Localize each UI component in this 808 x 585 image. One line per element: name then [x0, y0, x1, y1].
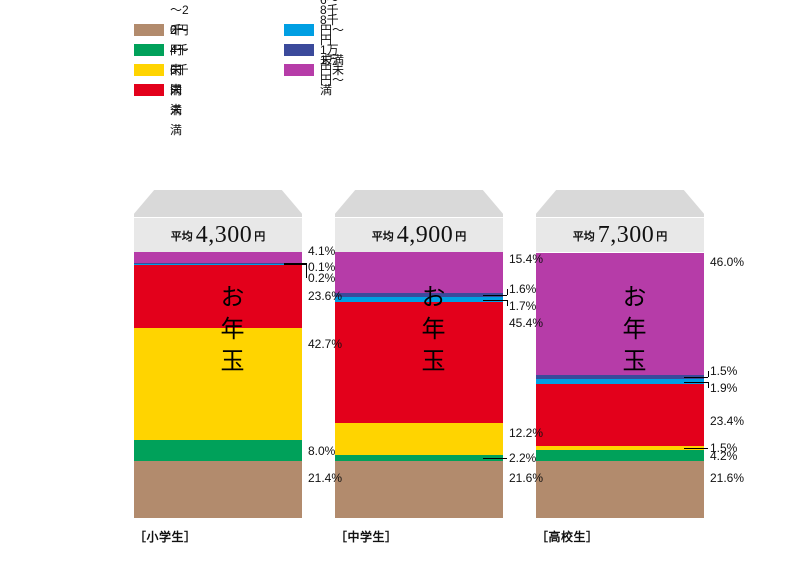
avg-unit: 円 [254, 228, 265, 244]
average-box: 平均4,300円 [134, 218, 302, 252]
segment-k6_8 [134, 264, 302, 265]
segment-zero [134, 461, 302, 518]
leader-line [306, 263, 307, 267]
leader-line [708, 371, 709, 377]
envelope-flap [335, 190, 503, 218]
legend-col-1: 0円〜2千円 未満2〜4千円 未満4〜6千円 未満 [134, 20, 189, 100]
legend-swatch [284, 44, 314, 56]
pct-label: 23.4% [710, 414, 744, 428]
envelope-elem: 平均4,300円お年玉［小学生］ [134, 190, 302, 545]
avg-label: 平均 [573, 228, 595, 244]
segment-gte10k [134, 252, 302, 263]
pct-label: 4.1% [308, 244, 335, 258]
pct-label: 0.2% [308, 271, 335, 285]
segment-k6_8 [335, 297, 503, 302]
legend-label: 4〜6千円 未満 [170, 40, 189, 140]
segment-k2_4 [134, 328, 302, 441]
leader-line [306, 264, 307, 278]
segment-k4_6 [335, 302, 503, 423]
chart-stage: 0円〜2千円 未満2〜4千円 未満4〜6千円 未満 6〜8千円 未満8千円〜1万… [0, 0, 808, 585]
pct-label: 1.9% [710, 381, 737, 395]
pct-label: 1.6% [509, 282, 536, 296]
segment-gte10k [536, 253, 704, 375]
segment-k6_8 [536, 379, 704, 384]
segment-lt2k [536, 450, 704, 461]
segment-zero [536, 461, 704, 518]
avg-label: 平均 [372, 228, 394, 244]
segment-lt2k [134, 440, 302, 461]
stack: お年玉 [134, 252, 302, 518]
avg-unit: 円 [656, 228, 667, 244]
pct-label: 1.7% [509, 299, 536, 313]
stack: お年玉 [335, 252, 503, 518]
segment-k8_10 [335, 293, 503, 297]
pct-label: 8.0% [308, 444, 335, 458]
avg-value: 7,300 [598, 222, 655, 249]
leader-line [507, 289, 508, 295]
average-box: 平均7,300円 [536, 218, 704, 252]
legend-item: 4〜6千円 未満 [134, 80, 189, 100]
avg-value: 4,900 [397, 222, 454, 249]
segment-k4_6 [536, 384, 704, 446]
avg-label: 平均 [171, 228, 193, 244]
legend-swatch [284, 24, 314, 36]
legend-col-2: 6〜8千円 未満8千円〜1万円未満1万円〜 [284, 20, 344, 80]
segment-gte10k [335, 252, 503, 293]
leader-line [507, 300, 508, 306]
caption: ［高校生］ [536, 528, 704, 545]
legend-swatch [134, 64, 164, 76]
average-box: 平均4,900円 [335, 218, 503, 252]
segment-k2_4 [536, 446, 704, 450]
legend-swatch [284, 64, 314, 76]
pct-label: 1.5% [710, 441, 737, 455]
segment-k8_10 [134, 263, 302, 264]
pct-label: 0.1% [308, 260, 335, 274]
caption: ［小学生］ [134, 528, 302, 545]
pct-label: 46.0% [710, 255, 744, 269]
segment-k2_4 [335, 423, 503, 455]
segment-lt2k [335, 455, 503, 461]
pct-label: 4.2% [710, 449, 737, 463]
envelope-jhs: 平均4,900円お年玉［中学生］ [335, 190, 503, 545]
pct-label: 1.5% [710, 364, 737, 378]
legend-swatch [134, 24, 164, 36]
legend-swatch [134, 44, 164, 56]
stack: お年玉 [536, 252, 704, 518]
segment-zero [335, 461, 503, 518]
caption: ［中学生］ [335, 528, 503, 545]
envelope-hs: 平均7,300円お年玉［高校生］ [536, 190, 704, 545]
envelope-flap [134, 190, 302, 218]
pct-label: 21.6% [710, 471, 744, 485]
envelope-flap [536, 190, 704, 218]
segment-k8_10 [536, 375, 704, 379]
pct-label: 2.2% [509, 451, 536, 465]
leader-line [708, 382, 709, 388]
avg-value: 4,300 [196, 222, 253, 249]
legend-item: 1万円〜 [284, 60, 344, 80]
legend-swatch [134, 84, 164, 96]
segment-k4_6 [134, 265, 302, 328]
legend-label: 1万円〜 [320, 50, 344, 90]
avg-unit: 円 [455, 228, 466, 244]
